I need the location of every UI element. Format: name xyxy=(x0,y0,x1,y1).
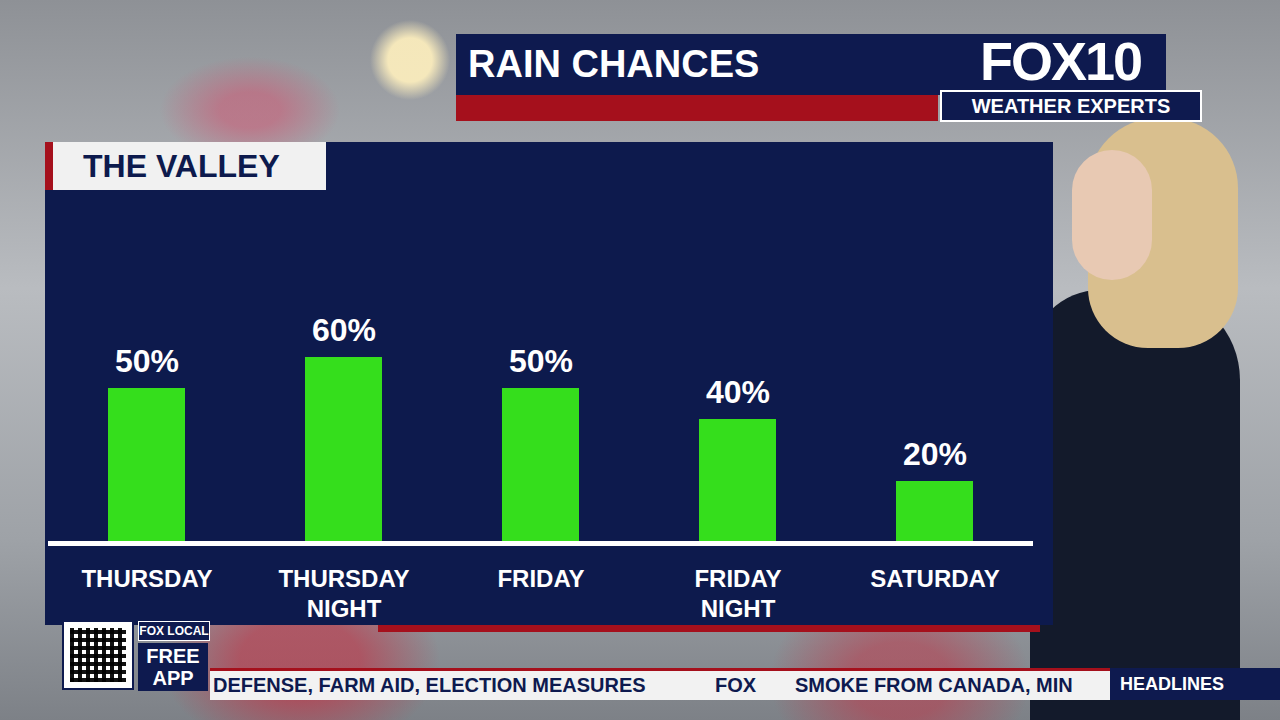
html-text:SMOKE FROM CANADA, MIN: SMOKE FROM CANADA, MIN xyxy=(795,674,1073,696)
svg-text:50%: 50% xyxy=(115,343,179,379)
svg-text:50%: 50% xyxy=(509,343,573,379)
html-text:DEFENSE, FARM AID, ELECTION ME: DEFENSE, FARM AID, ELECTION MEASURES xyxy=(213,674,646,696)
html-text:HEADLINES: HEADLINES xyxy=(1120,674,1224,694)
svg-text:FRIDAY: FRIDAY xyxy=(497,565,584,592)
html-text:WEATHER EXPERTS: WEATHER EXPERTS xyxy=(971,95,1171,117)
svg-text:40%: 40% xyxy=(706,374,770,410)
svg-text:THURSDAYNIGHT: THURSDAYNIGHT xyxy=(278,565,409,622)
html-text:FREE APP: FREE APP xyxy=(146,645,200,689)
svg-text:THURSDAY: THURSDAY xyxy=(81,565,212,592)
svg-text:60%: 60% xyxy=(312,312,376,348)
html-text:FOX LOCAL: FOX LOCAL xyxy=(139,624,209,638)
svg-text:SATURDAY: SATURDAY xyxy=(870,565,999,592)
html-text:FOX10: FOX10 xyxy=(980,31,1142,91)
html-text:THE VALLEY: THE VALLEY xyxy=(83,148,280,184)
html-text:RAIN CHANCES: RAIN CHANCES xyxy=(468,43,760,85)
html-text:FOX: FOX xyxy=(715,674,757,696)
svg-text:FRIDAYNIGHT: FRIDAYNIGHT xyxy=(694,565,781,622)
svg-text:20%: 20% xyxy=(903,436,967,472)
